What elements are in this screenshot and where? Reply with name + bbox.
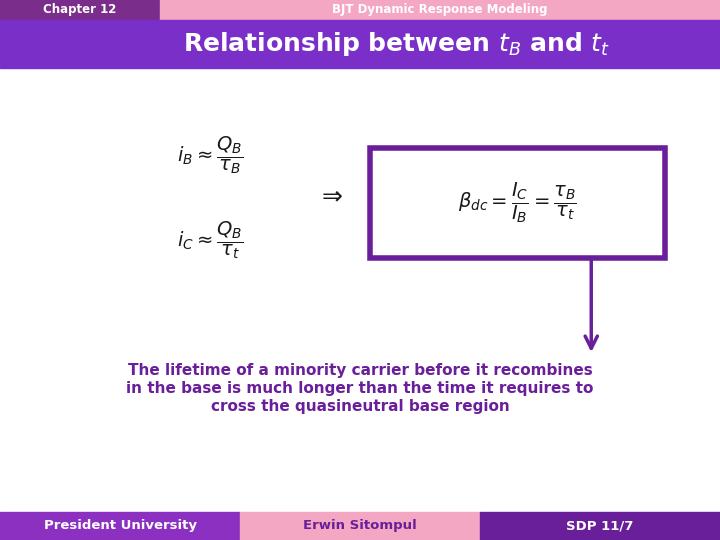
Text: The lifetime of a minority carrier before it recombines: The lifetime of a minority carrier befor… [127,362,593,377]
Text: $\Rightarrow$: $\Rightarrow$ [317,185,343,207]
Text: SDP 11/7: SDP 11/7 [567,519,634,532]
Text: cross the quasineutral base region: cross the quasineutral base region [211,399,509,414]
Text: $i_B \approx \dfrac{Q_B}{\tau_B}$: $i_B \approx \dfrac{Q_B}{\tau_B}$ [176,134,243,176]
Text: Chapter 12: Chapter 12 [43,3,117,17]
Bar [0,0,160,20]
Text: $i_C \approx \dfrac{Q_B}{\tau_t}$: $i_C \approx \dfrac{Q_B}{\tau_t}$ [176,219,243,261]
Bar [480,512,720,540]
Bar [240,512,480,540]
Bar [160,0,720,20]
Text: BJT Dynamic Response Modeling: BJT Dynamic Response Modeling [332,3,548,17]
Text: Erwin Sitompul: Erwin Sitompul [303,519,417,532]
Text: in the base is much longer than the time it requires to: in the base is much longer than the time… [126,381,594,395]
Text: Relationship between $t_B$ and $t_t$: Relationship between $t_B$ and $t_t$ [182,30,610,58]
Bar [0,512,240,540]
Text: $\beta_{dc} = \dfrac{I_C}{I_B} = \dfrac{\tau_B}{\tau_t}$: $\beta_{dc} = \dfrac{I_C}{I_B} = \dfrac{… [458,181,577,225]
Bar [0,20,720,68]
Bar [370,148,665,258]
Text: President University: President University [43,519,197,532]
